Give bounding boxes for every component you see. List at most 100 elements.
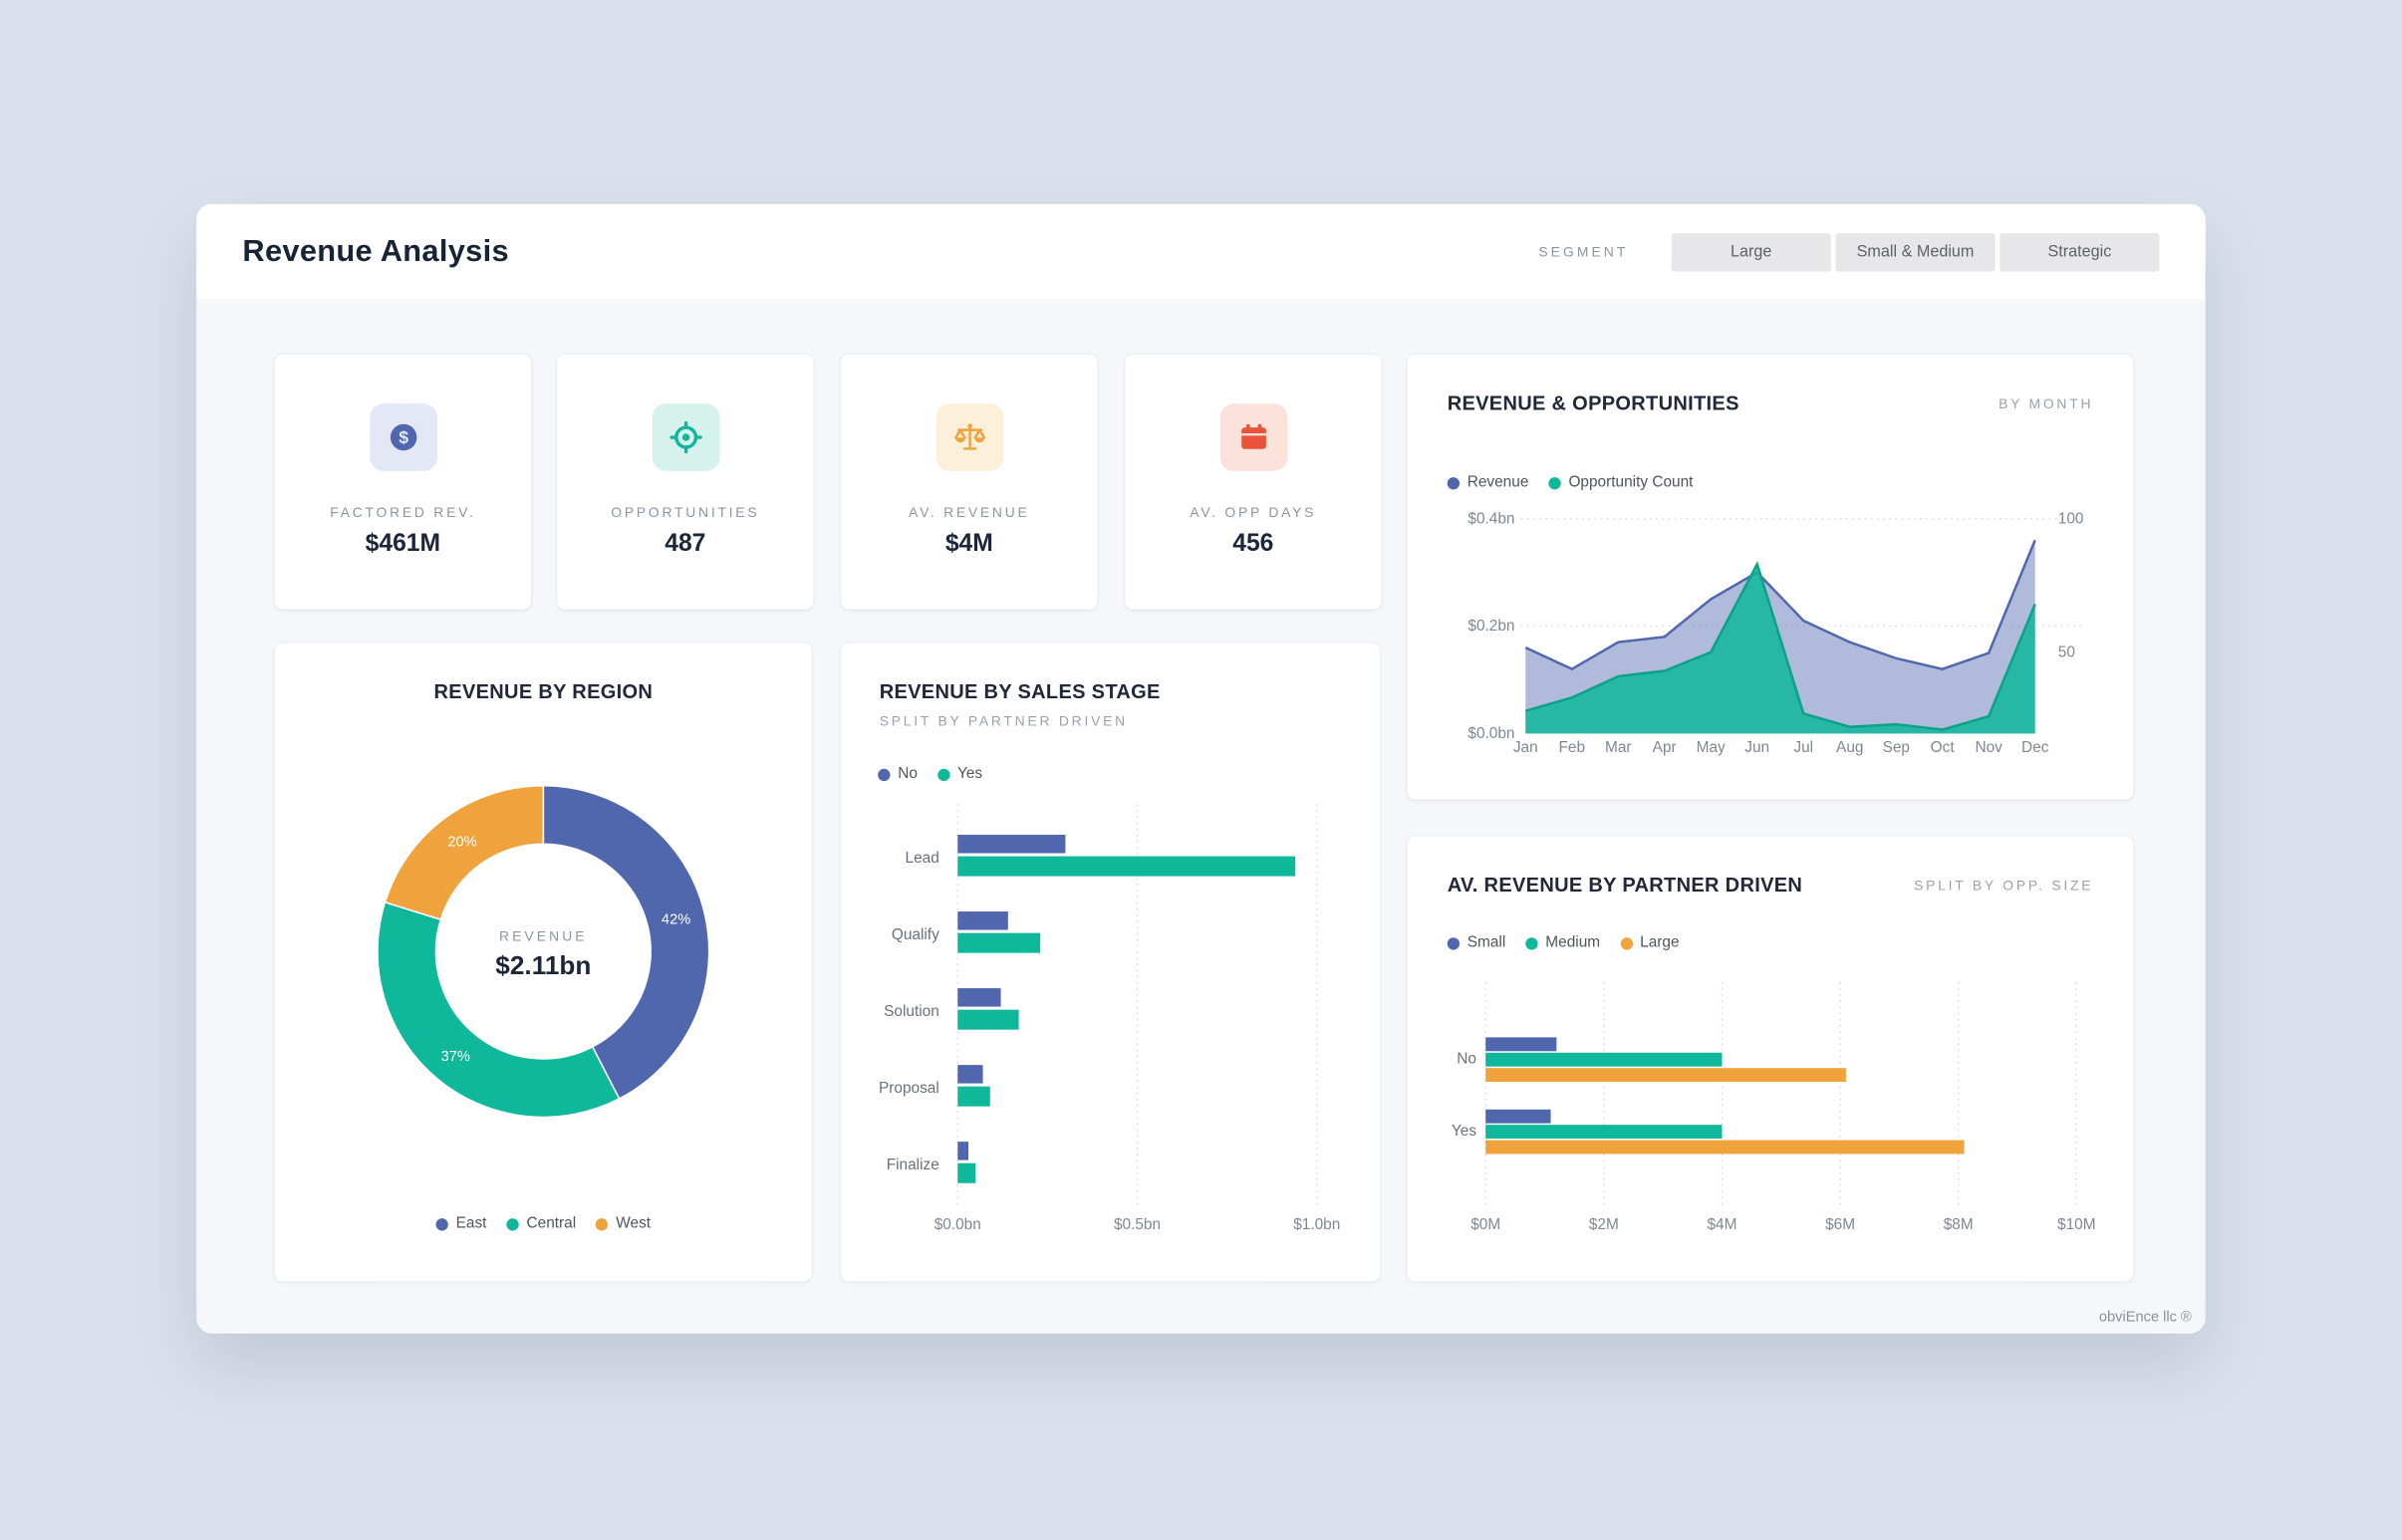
legend-dot: [596, 1217, 609, 1230]
legend-item-medium[interactable]: Medium: [1525, 934, 1600, 951]
axis-tick-label: $0M: [1470, 1216, 1500, 1233]
kpi-card-av-revenue: AV. REVENUE $4M: [841, 354, 1098, 610]
rev-opp-legend: Revenue Opportunity Count: [1447, 474, 1693, 491]
legend-label: Revenue: [1467, 474, 1529, 491]
kpi-label: AV. OPP DAYS: [1190, 504, 1317, 521]
legend-label: Opportunity Count: [1568, 474, 1694, 491]
partner-legend: Small Medium Large: [1447, 934, 1680, 952]
chart-title: REVENUE BY REGION: [433, 679, 654, 703]
donut-slice-west[interactable]: [384, 784, 545, 921]
legend-item-small[interactable]: Small: [1447, 934, 1505, 951]
legend-label: Large: [1640, 934, 1680, 952]
month-label: Apr: [1653, 739, 1677, 756]
chart-title: REVENUE BY SALES STAGE: [879, 679, 1161, 703]
legend-item-central[interactable]: Central: [506, 1215, 576, 1232]
legend-label: Central: [526, 1215, 577, 1233]
bar-finalize-no[interactable]: [957, 1142, 969, 1160]
vendor-credit: obviEnce llc ®: [2098, 1309, 2192, 1326]
legend-dot: [1447, 476, 1461, 489]
bar-lead-no[interactable]: [957, 835, 1066, 854]
kpi-value: $4M: [944, 531, 993, 558]
right-axis-tick-label: 100: [2058, 510, 2084, 527]
legend-item-no[interactable]: No: [878, 766, 918, 783]
bar-no-small[interactable]: [1485, 1037, 1557, 1052]
legend-dot: [1548, 476, 1561, 489]
bar-no-large[interactable]: [1485, 1068, 1846, 1083]
partner-chart: $0M $2M $4M $6M $8M $10M No Yes: [1452, 981, 2096, 1233]
bar-yes-large[interactable]: [1485, 1140, 1965, 1155]
month-label: Sep: [1883, 739, 1910, 756]
bar-yes-medium[interactable]: [1485, 1125, 1723, 1140]
axis-tick-label: $10M: [2057, 1216, 2096, 1233]
legend-label: East: [455, 1215, 487, 1233]
line-revenue: [1524, 539, 2036, 671]
month-label: Feb: [1559, 739, 1586, 756]
bar-lead-yes[interactable]: [957, 856, 1296, 877]
area-opportunity-count: [1525, 564, 2035, 734]
kpi-value: 487: [665, 531, 706, 558]
page-title: Revenue Analysis: [242, 233, 509, 268]
month-label: Mar: [1605, 739, 1632, 756]
bar-proposal-yes[interactable]: [957, 1086, 990, 1107]
segment-label: SEGMENT: [1538, 243, 1629, 260]
scales-icon: [934, 403, 1003, 471]
bar-qualify-no[interactable]: [957, 911, 1008, 930]
category-label: Yes: [1452, 1123, 1476, 1140]
donut-slice-east[interactable]: [542, 784, 710, 1101]
month-label: Jan: [1513, 739, 1538, 756]
bar-proposal-no[interactable]: [957, 1065, 983, 1084]
month-label: May: [1697, 739, 1726, 756]
bar-yes-small[interactable]: [1485, 1109, 1551, 1124]
bar-qualify-yes[interactable]: [957, 932, 1041, 953]
legend-dot: [936, 768, 950, 781]
segment-button-small-medium[interactable]: Small & Medium: [1835, 232, 1996, 271]
chart-subtitle: SPLIT BY PARTNER DRIVEN: [879, 713, 1128, 729]
panel-revenue-by-sales-stage: REVENUE BY SALES STAGE SPLIT BY PARTNER …: [841, 642, 1380, 1282]
card-header: Revenue Analysis SEGMENT Large Small & M…: [196, 203, 2206, 300]
calendar-icon: [1218, 403, 1287, 471]
legend-item-revenue[interactable]: Revenue: [1447, 474, 1529, 491]
axis-tick-label: $0.5bn: [1114, 1216, 1161, 1233]
left-axis-tick-label: $0.4bn: [1468, 510, 1514, 527]
left-axis-tick-label: $0.2bn: [1468, 618, 1514, 635]
kpi-value: $461M: [365, 531, 441, 558]
legend-item-opportunity-count[interactable]: Opportunity Count: [1548, 474, 1693, 491]
legend-label: No: [898, 765, 918, 783]
legend-item-yes[interactable]: Yes: [936, 766, 982, 783]
dollar-coin-icon: $: [369, 403, 437, 471]
bar-solution-no[interactable]: [957, 988, 1001, 1007]
region-legend: East Central West: [275, 1215, 812, 1232]
donut-slice-central[interactable]: [377, 900, 621, 1119]
legend-dot: [1525, 936, 1538, 949]
bar-finalize-yes[interactable]: [957, 1162, 976, 1183]
kpi-card-opportunities: OPPORTUNITIES 487: [557, 354, 814, 610]
category-label: Proposal: [879, 1080, 939, 1097]
report-card: Revenue Analysis SEGMENT Large Small & M…: [196, 203, 2206, 1334]
legend-item-large[interactable]: Large: [1620, 934, 1680, 952]
card-body: $ FACTORED REV. $461M OPPORTUNITIES 487: [196, 299, 2206, 1333]
svg-text:$: $: [398, 427, 407, 447]
target-icon: [651, 403, 719, 471]
chart-subtitle: BY MONTH: [1999, 395, 2094, 411]
legend-dot: [1447, 936, 1461, 949]
legend-label: Medium: [1545, 934, 1601, 952]
legend-item-east[interactable]: East: [435, 1215, 487, 1233]
segment-button-strategic[interactable]: Strategic: [2000, 232, 2160, 271]
axis-tick-label: $2M: [1589, 1216, 1619, 1233]
legend-item-west[interactable]: West: [596, 1215, 651, 1232]
bar-solution-yes[interactable]: [957, 1009, 1019, 1030]
segment-button-large[interactable]: Large: [1671, 232, 1831, 271]
chart-title: REVENUE & OPPORTUNITIES: [1447, 390, 1739, 414]
bar-no-medium[interactable]: [1485, 1052, 1723, 1067]
kpi-card-factored-revenue: $ FACTORED REV. $461M: [274, 354, 532, 610]
panel-revenue-and-opportunities: REVENUE & OPPORTUNITIES BY MONTH Revenue…: [1407, 354, 2134, 800]
legend-dot: [435, 1217, 448, 1230]
axis-tick-label: $0.0bn: [934, 1216, 981, 1233]
category-label: No: [1457, 1051, 1476, 1068]
month-label: Oct: [1931, 739, 1956, 756]
category-label: Finalize: [887, 1156, 939, 1173]
legend-label: West: [616, 1215, 652, 1233]
month-label: Jun: [1744, 739, 1769, 756]
category-label: Solution: [884, 1003, 939, 1020]
